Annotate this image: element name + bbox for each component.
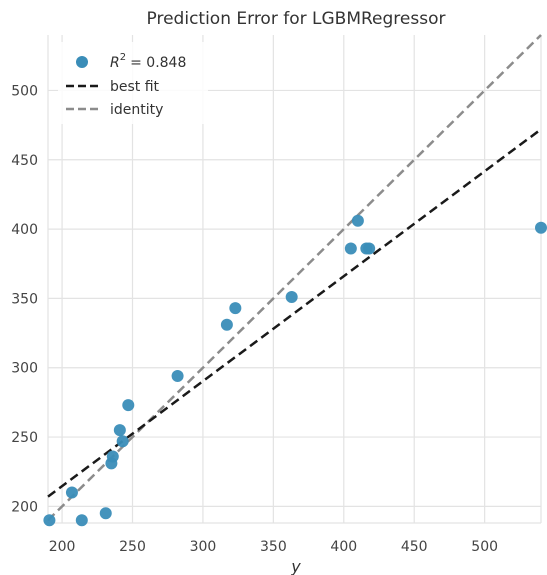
data-point [363,242,376,255]
fit-lines [47,34,542,522]
x-tick-labels: 200 250 300 350 400 450 500 [49,539,498,555]
legend-best-fit-label: best fit [110,79,160,95]
x-tick-label: 200 [49,539,76,555]
data-point [43,514,56,527]
y-tick-label: 350 [11,291,38,307]
grid [47,35,542,524]
y-tick-label: 200 [11,499,38,515]
data-points [43,214,547,527]
best-fit-line [47,128,542,498]
x-tick-label: 350 [260,539,287,555]
identity-line [47,34,542,522]
data-point [65,486,78,499]
chart-title: Prediction Error for LGBMRegressor [147,9,446,29]
x-tick-label: 450 [401,539,428,555]
x-tick-label: 500 [471,539,498,555]
data-point [106,450,119,463]
y-tick-labels: 200 250 300 350 400 450 500 [11,83,38,515]
data-point [171,370,184,383]
data-point [535,221,547,234]
data-point [344,242,357,255]
data-point [351,214,364,227]
data-point [75,514,88,527]
data-point [229,302,242,315]
data-point [122,399,135,412]
legend-r2-value: = 0.848 [130,55,186,71]
data-point [99,507,112,520]
data-point [285,291,298,304]
legend-points-marker [76,56,88,68]
legend-r2: R2 = 0.848 [110,52,186,71]
data-point [116,435,129,448]
y-tick-label: 500 [11,83,38,99]
data-point [113,424,126,437]
x-tick-label: 250 [119,539,146,555]
y-tick-label: 450 [11,153,38,169]
y-tick-label: 250 [11,430,38,446]
x-tick-label: 300 [190,539,217,555]
legend: R2 = 0.848 best fit identity [58,42,208,124]
legend-r2-prefix: R [110,55,120,71]
legend-r2-sup: 2 [120,52,126,63]
x-axis-label: y [290,557,301,575]
legend-box [58,42,208,124]
y-tick-label: 400 [11,222,38,238]
legend-identity-label: identity [110,102,163,118]
x-tick-label: 400 [330,539,357,555]
y-tick-label: 300 [11,361,38,377]
data-point [220,318,233,331]
